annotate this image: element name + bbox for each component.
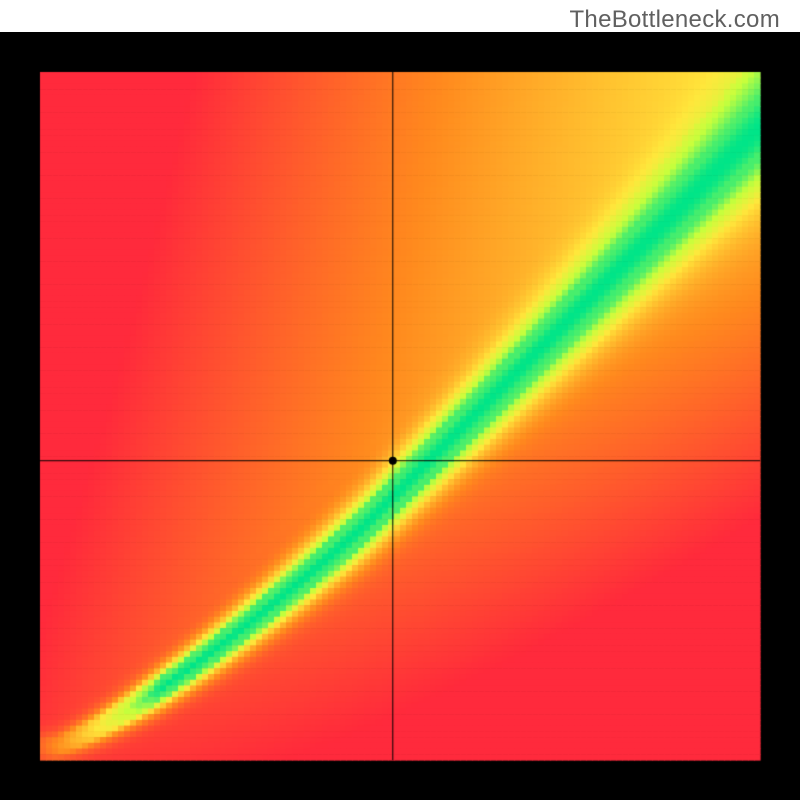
watermark-text: TheBottleneck.com bbox=[569, 6, 780, 34]
chart-frame bbox=[0, 32, 800, 800]
root: TheBottleneck.com bbox=[0, 0, 800, 800]
heatmap-canvas bbox=[0, 32, 800, 800]
